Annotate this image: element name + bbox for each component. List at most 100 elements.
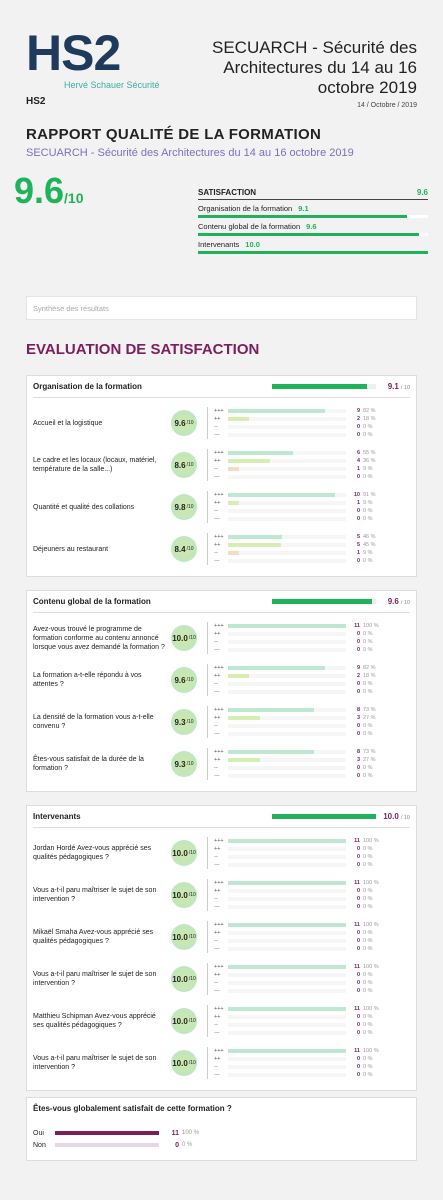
summary-title: SATISFACTION: [198, 188, 257, 197]
answer-percent: 0 %: [363, 862, 373, 868]
question-score-scale: /10: [188, 850, 196, 856]
answer-count: 6: [356, 450, 360, 456]
answers: +++ 11 100 % ++ 0 0 % -- 0 0 % --- 0 0 %: [207, 622, 410, 654]
answer-row: +++ 6 55 %: [214, 449, 410, 457]
question-row: La densité de la formation vous a-t-elle…: [33, 701, 410, 743]
answer-bar: [228, 674, 250, 678]
answer-row: --- 0 0 %: [214, 987, 410, 995]
answer-bar-track: [228, 535, 346, 539]
answer-percent: 91 %: [363, 492, 376, 498]
question-score-scale: /10: [186, 677, 194, 683]
group-bar-track: [272, 814, 376, 819]
final-question-text: Êtes-vous globalement satisfait de cette…: [33, 1104, 232, 1113]
answer-count: 11: [354, 1006, 360, 1012]
answer-level: +++: [214, 922, 224, 928]
answer-row: --- 0 0 %: [214, 730, 410, 738]
summary-bar-track: [198, 215, 428, 218]
answer-count: 0: [356, 689, 360, 695]
answer-percent: 0 %: [363, 765, 373, 771]
answer-count: 11: [354, 1048, 360, 1054]
answer-percent: 100 %: [363, 1006, 379, 1012]
answer-percent: 0 %: [363, 904, 373, 910]
summary-bar: [198, 233, 419, 236]
answer-percent: 82 %: [363, 665, 376, 671]
answer-row: --- 0 0 %: [214, 473, 410, 481]
group-score-scale: / 10: [400, 385, 410, 391]
answer-row: ++ 0 0 %: [214, 630, 410, 638]
answer-row: -- 0 0 %: [214, 722, 410, 730]
answer-count: 0: [356, 972, 360, 978]
question-score: 9.6/10: [171, 410, 197, 436]
summary-row: Intervenants 10.0: [198, 236, 428, 254]
answer-level: +++: [214, 534, 224, 540]
final-percent: 100 %: [182, 1130, 200, 1136]
answer-row: +++ 11 100 %: [214, 1047, 410, 1055]
answer-count: 0: [356, 946, 360, 952]
answer-count: 0: [356, 639, 360, 645]
answer-row: ++ 0 0 %: [214, 1055, 410, 1063]
answer-count: 0: [356, 854, 360, 860]
answer-row: +++ 11 100 %: [214, 622, 410, 630]
answer-row: --- 0 0 %: [214, 772, 410, 780]
question-score-scale: /10: [188, 1060, 196, 1066]
answer-count: 1: [356, 466, 360, 472]
question-text: Quantité et qualité des collations: [33, 503, 135, 511]
answer-percent: 0 %: [363, 558, 373, 564]
answers: +++ 11 100 % ++ 0 0 % -- 0 0 % --- 0 0 %: [207, 963, 410, 995]
answer-percent: 100 %: [363, 623, 379, 629]
answer-bar: [228, 750, 315, 754]
answer-count: 0: [356, 1072, 360, 1078]
group-bar: [272, 384, 367, 389]
answer-bar-track: [228, 897, 346, 901]
answer-row: +++ 8 73 %: [214, 748, 410, 756]
answer-level: --: [214, 1064, 218, 1070]
answer-count: 0: [356, 432, 360, 438]
answer-bar-track: [228, 766, 346, 770]
summary-row-value: 9.1: [298, 204, 309, 213]
group-header: Contenu global de la formation 9.6/ 10: [33, 591, 410, 613]
group-score: 10.0/ 10: [376, 812, 410, 821]
question-score-value: 10.0: [172, 1058, 188, 1068]
answer-percent: 0 %: [363, 1072, 373, 1078]
answer-count: 0: [356, 938, 360, 944]
answer-count: 11: [354, 964, 360, 970]
question-row: Accueil et la logistique 9.6/10 +++ 9 82 % ++…: [33, 402, 410, 444]
answer-level: --: [214, 466, 218, 472]
answer-count: 0: [356, 647, 360, 653]
answer-row: ++ 0 0 %: [214, 1013, 410, 1021]
question-score: 10.0/10: [171, 924, 197, 950]
answer-bar-track: [228, 989, 346, 993]
question-text: Vous a-t-il paru maîtriser le sujet de s…: [33, 971, 157, 987]
question-row: Le cadre et les locaux (locaux, matériel…: [33, 444, 410, 486]
answer-percent: 100 %: [363, 964, 379, 970]
answer-percent: 0 %: [363, 930, 373, 936]
answer-count: 0: [356, 631, 360, 637]
answer-count: 5: [356, 542, 360, 548]
answer-bar: [228, 1007, 346, 1011]
answer-bar-track: [228, 459, 346, 463]
answer-row: +++ 5 46 %: [214, 533, 410, 541]
answer-bar-track: [228, 666, 346, 670]
question-score-scale: /10: [186, 462, 194, 468]
answer-bar-track: [228, 1073, 346, 1077]
answer-bar: [228, 535, 283, 539]
summary-bar: [198, 215, 408, 218]
answer-count: 0: [356, 930, 360, 936]
answer-row: ++ 5 45 %: [214, 541, 410, 549]
question-text: Le cadre et les locaux (locaux, matériel…: [33, 457, 157, 473]
answer-bar-track: [228, 409, 346, 413]
answer-bar-track: [228, 640, 346, 644]
question-score-scale: /10: [188, 976, 196, 982]
answer-level: ---: [214, 773, 220, 779]
question-score-scale: /10: [188, 635, 196, 641]
answer-row: -- 1 9 %: [214, 549, 410, 557]
answer-count: 2: [356, 416, 360, 422]
question-text: Avez-vous trouvé le programme de formati…: [33, 625, 165, 651]
answer-percent: 0 %: [363, 946, 373, 952]
answer-percent: 0 %: [363, 681, 373, 687]
answer-bar-track: [228, 451, 346, 455]
summary-row: Organisation de la formation 9.1: [198, 200, 428, 218]
question-score-scale: /10: [186, 719, 194, 725]
question-score: 9.8/10: [171, 494, 197, 520]
final-percent: 0 %: [182, 1142, 193, 1148]
